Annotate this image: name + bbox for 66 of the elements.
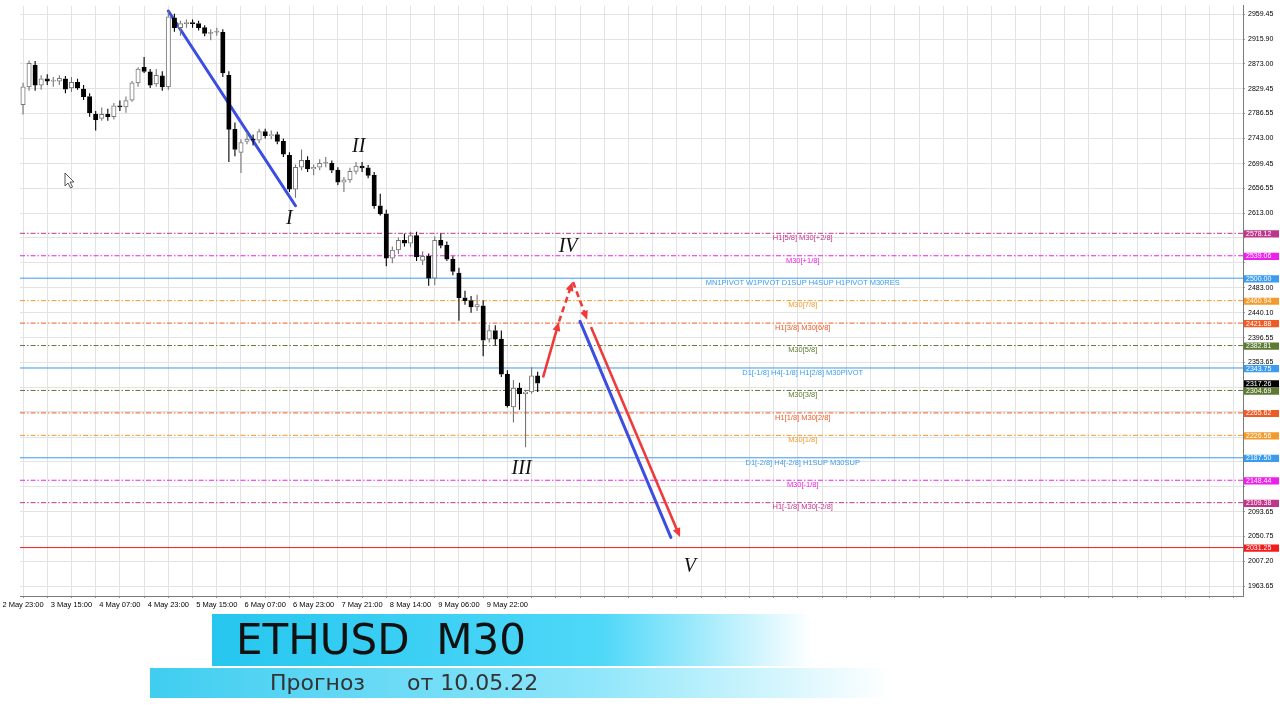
candlestick [135,66,141,88]
text: ETHUSD M30 [236,615,526,664]
candlestick [516,382,523,411]
candlestick [286,151,292,193]
candlestick [510,379,516,423]
candlestick [87,92,93,118]
candlestick [44,73,50,86]
candlestick [26,59,32,92]
candlestick [111,102,117,121]
candlestick [420,250,426,266]
annotation: IV [557,233,581,256]
candlestick [202,24,208,37]
candlestick [239,138,243,174]
candlestick [274,131,280,145]
candlestick [529,366,535,395]
candlestick [250,133,256,146]
candlestick [365,164,371,179]
candlestick [480,300,486,357]
candlestick [353,161,359,175]
candlestick [38,74,44,91]
candlestick [498,329,504,378]
candlestick [504,369,510,409]
candlestick [432,235,438,286]
candlestick [468,295,474,314]
candlestick [262,128,268,140]
candlestick [99,106,105,122]
candlestick [141,56,147,74]
candlestick [153,68,159,88]
candlestick [117,100,123,112]
candlestick [159,70,165,92]
candlestick [377,193,383,217]
candlestick [438,232,444,249]
candlestick [426,252,432,287]
candlestick [244,131,250,145]
candlestick [165,10,171,91]
candlestick [444,240,450,262]
candlestick [20,82,26,115]
candlestick [323,156,329,168]
annotation: II [350,133,367,156]
annotation: V [683,554,699,577]
candlestick [486,324,492,344]
candlestick [196,20,202,32]
candlestick [299,148,305,171]
candlestick [474,294,480,312]
text: Прогноз от 10.05.22 [270,670,539,696]
candlestick [456,267,462,322]
candlestick [50,76,56,88]
candlestick [226,70,232,163]
annotation: I [285,206,295,229]
candlestick [177,20,183,37]
candlestick [347,167,353,184]
candlestick [232,121,238,157]
candlestick [535,371,541,393]
candlestick [147,68,153,89]
candlestick [130,80,134,103]
candlestick [32,60,38,92]
candlestick [257,128,261,144]
candlestick [123,96,129,114]
candlestick [450,255,456,276]
candlestick [68,76,74,93]
candlestick [383,209,389,267]
candlestick [292,163,299,199]
annotation: III [510,456,533,479]
candlestick [342,176,346,193]
candlestick [335,166,341,186]
candlestick [462,290,468,306]
